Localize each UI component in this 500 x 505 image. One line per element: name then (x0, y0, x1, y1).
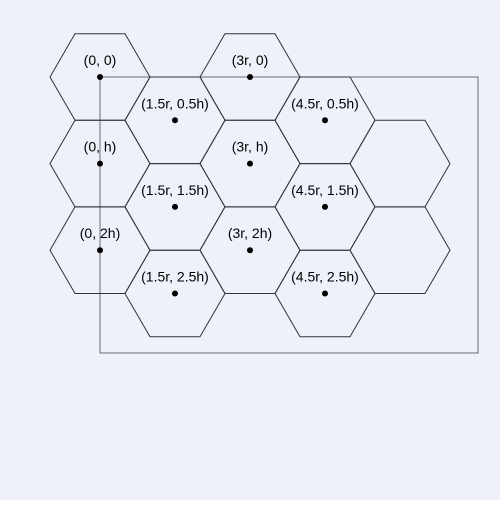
hex-label: (4.5r, 1.5h) (291, 182, 359, 198)
hex-center-dot (322, 117, 328, 123)
hex-center-dot (97, 74, 103, 80)
hex-center-dot (247, 161, 253, 167)
hex-label: (1.5r, 2.5h) (141, 269, 209, 285)
hex-center-dot (322, 204, 328, 210)
hexgrid-diagram: (0, 0) (0, h) (0, 2h) (1.5r, 0.5h) (1.5r, 1.… (0, 0, 500, 500)
hex-center-dot (322, 291, 328, 297)
hex-center-dot (97, 247, 103, 253)
hex-label: (4.5r, 0.5h) (291, 95, 359, 111)
hex-label: (3r, 0) (232, 52, 269, 68)
hex-label: (0, 2h) (80, 225, 120, 241)
hex-center-dot (97, 161, 103, 167)
hex-center-dot (172, 117, 178, 123)
hex-label: (3r, 2h) (228, 225, 272, 241)
hex-label: (0, h) (84, 139, 117, 155)
hex-label: (1.5r, 0.5h) (141, 95, 209, 111)
hex-label: (3r, h) (232, 139, 269, 155)
hex-label: (0, 0) (84, 52, 117, 68)
hex-label: (4.5r, 2.5h) (291, 269, 359, 285)
hex-center-dot (172, 291, 178, 297)
hex-center-dot (247, 74, 253, 80)
hex-center-dot (172, 204, 178, 210)
hex-center-dot (247, 247, 253, 253)
hex-label: (1.5r, 1.5h) (141, 182, 209, 198)
